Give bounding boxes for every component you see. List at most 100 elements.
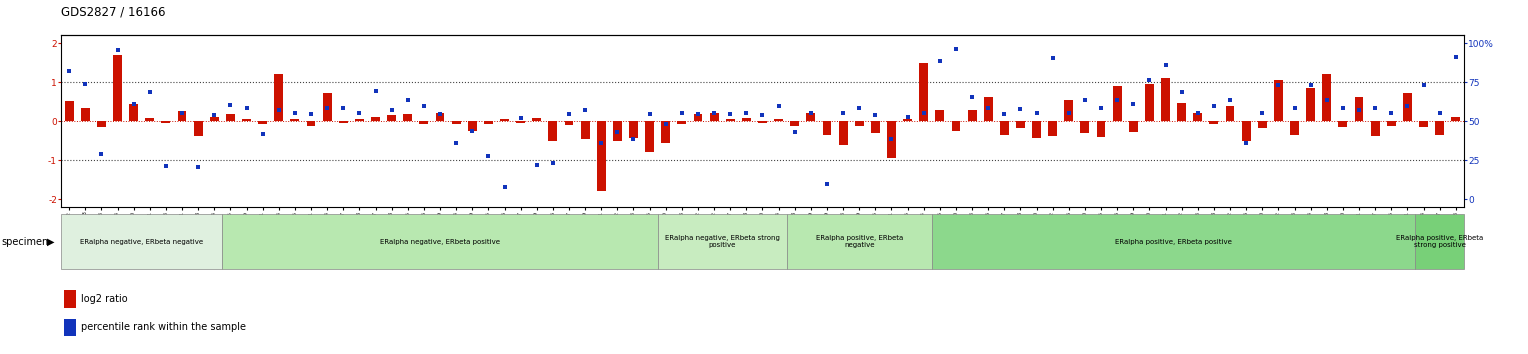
Bar (1435, 121, 1444, 135)
Bar (484, 121, 494, 124)
Bar (1161, 78, 1170, 121)
Bar (1210, 121, 1218, 124)
Point (1089, 105, 1114, 110)
Point (1154, 62, 1178, 68)
Bar (223, 214, 657, 269)
Bar (645, 121, 654, 153)
Bar (1097, 121, 1105, 137)
Point (299, 112, 324, 117)
Point (202, 113, 226, 118)
Point (669, 110, 694, 115)
Point (411, 104, 435, 109)
Bar (694, 114, 703, 121)
Point (556, 112, 581, 117)
Bar (662, 121, 671, 143)
Point (622, 136, 646, 142)
Bar (420, 121, 428, 124)
Bar (581, 121, 590, 139)
Point (912, 110, 937, 115)
Bar (307, 121, 315, 126)
Bar (1452, 117, 1461, 121)
Bar (1387, 121, 1395, 126)
Bar (532, 118, 541, 121)
Bar (984, 97, 993, 121)
Point (234, 105, 258, 110)
Bar (871, 121, 880, 133)
Bar (549, 121, 558, 141)
Bar (130, 104, 138, 121)
Point (379, 108, 403, 113)
Point (1427, 110, 1452, 115)
Point (1444, 54, 1468, 60)
Point (428, 112, 452, 117)
Point (799, 110, 824, 115)
Point (509, 115, 533, 121)
Bar (787, 214, 932, 269)
Bar (1080, 121, 1089, 133)
Bar (258, 121, 267, 124)
Text: ▶: ▶ (47, 236, 55, 247)
Bar (64, 101, 73, 121)
Point (944, 46, 969, 52)
Bar (564, 121, 573, 125)
Bar (657, 214, 787, 269)
Bar (1112, 86, 1122, 121)
Point (1201, 104, 1225, 109)
Point (315, 105, 339, 110)
Bar (999, 121, 1008, 135)
Text: percentile rank within the sample: percentile rank within the sample (81, 322, 246, 332)
Point (1122, 101, 1146, 107)
Bar (387, 115, 396, 121)
Point (1412, 82, 1436, 88)
Point (396, 97, 420, 103)
Bar (177, 112, 186, 121)
Point (1299, 82, 1323, 88)
Point (733, 110, 758, 115)
Bar (903, 119, 912, 121)
Point (960, 94, 984, 100)
Point (57, 68, 81, 74)
Bar (1322, 74, 1331, 121)
Point (1186, 110, 1210, 115)
Bar (932, 214, 1415, 269)
Point (976, 105, 1001, 110)
Bar (162, 121, 170, 123)
Bar (1048, 121, 1057, 136)
Point (1235, 140, 1259, 145)
Bar (1031, 121, 1041, 138)
Point (1395, 104, 1420, 109)
Bar (597, 121, 605, 192)
Point (895, 114, 920, 119)
Bar (1290, 121, 1299, 135)
Point (138, 89, 162, 95)
Bar (726, 119, 735, 121)
Point (347, 110, 371, 115)
Point (1314, 97, 1339, 103)
Point (170, 110, 194, 115)
Bar (839, 121, 848, 145)
Bar (275, 74, 283, 121)
Bar (952, 121, 961, 131)
Bar (1177, 103, 1186, 121)
Bar (371, 117, 380, 121)
Point (718, 112, 743, 117)
Bar (1225, 107, 1235, 121)
Bar (790, 121, 799, 126)
Bar (1420, 121, 1429, 127)
Point (927, 58, 952, 64)
Bar (709, 113, 718, 121)
Point (477, 153, 501, 159)
Point (524, 162, 549, 168)
Point (637, 112, 662, 117)
Bar (935, 110, 944, 121)
Bar (290, 119, 299, 121)
Bar (1306, 88, 1316, 121)
Bar (1258, 121, 1267, 128)
Bar (322, 93, 332, 121)
Point (1363, 105, 1387, 110)
Bar (1193, 113, 1203, 121)
Bar (775, 119, 782, 121)
Point (588, 140, 613, 145)
Bar (1371, 121, 1380, 136)
Bar (677, 121, 686, 124)
